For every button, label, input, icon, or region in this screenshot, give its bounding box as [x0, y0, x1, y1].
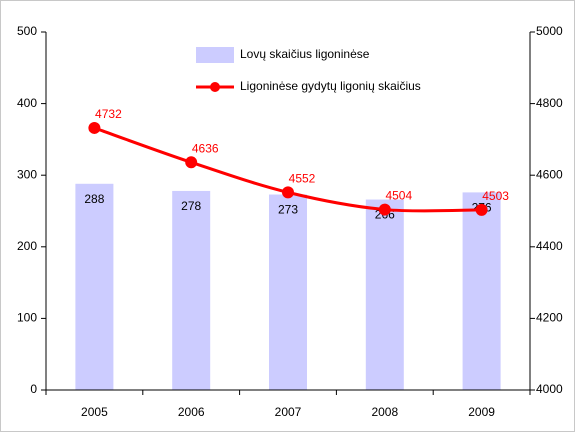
line-value-label: 4732	[95, 107, 122, 121]
x-tick-label: 2009	[468, 405, 495, 419]
y-tick-label: 200	[17, 239, 37, 253]
y2-tick-label: 4400	[536, 239, 563, 253]
line-value-label: 4552	[289, 172, 316, 186]
x-tick-label: 2006	[178, 405, 205, 419]
y-tick-label: 500	[17, 24, 37, 38]
line-point	[282, 186, 294, 199]
y2-tick-label: 4600	[536, 167, 563, 181]
line-point	[88, 121, 101, 134]
legend-marker	[210, 82, 220, 92]
line-value-label: 4503	[482, 189, 509, 203]
y2-tick-label: 4200	[536, 311, 563, 325]
line-point	[185, 156, 198, 169]
bar-value-label: 288	[84, 192, 104, 206]
bar	[462, 192, 501, 390]
legend-swatch	[196, 47, 234, 63]
bar	[75, 183, 114, 390]
y2-tick-label: 4800	[536, 96, 563, 110]
y2-tick-label: 4000	[536, 382, 563, 396]
legend-label: Lovų skaičius ligoninėse	[240, 47, 370, 61]
x-tick-label: 2008	[371, 405, 398, 419]
line-value-label: 4504	[385, 189, 412, 203]
y-tick-label: 400	[17, 96, 37, 110]
y2-tick-label: 5000	[536, 24, 563, 38]
bar	[172, 190, 211, 390]
x-tick-label: 2007	[275, 405, 302, 419]
line-value-label: 4636	[192, 141, 219, 155]
bar	[269, 194, 307, 390]
line-point	[475, 203, 488, 216]
bar-value-label: 273	[278, 203, 298, 217]
y-tick-label: 300	[17, 167, 37, 181]
bar-value-label: 278	[181, 199, 201, 213]
legend-label: Ligoninėse gydytų ligonių skaičius	[240, 79, 421, 93]
y-tick-label: 100	[17, 311, 37, 325]
x-tick-label: 2005	[81, 405, 108, 419]
y-tick-label: 0	[30, 382, 37, 396]
bar	[365, 199, 404, 390]
line-point	[378, 203, 391, 216]
